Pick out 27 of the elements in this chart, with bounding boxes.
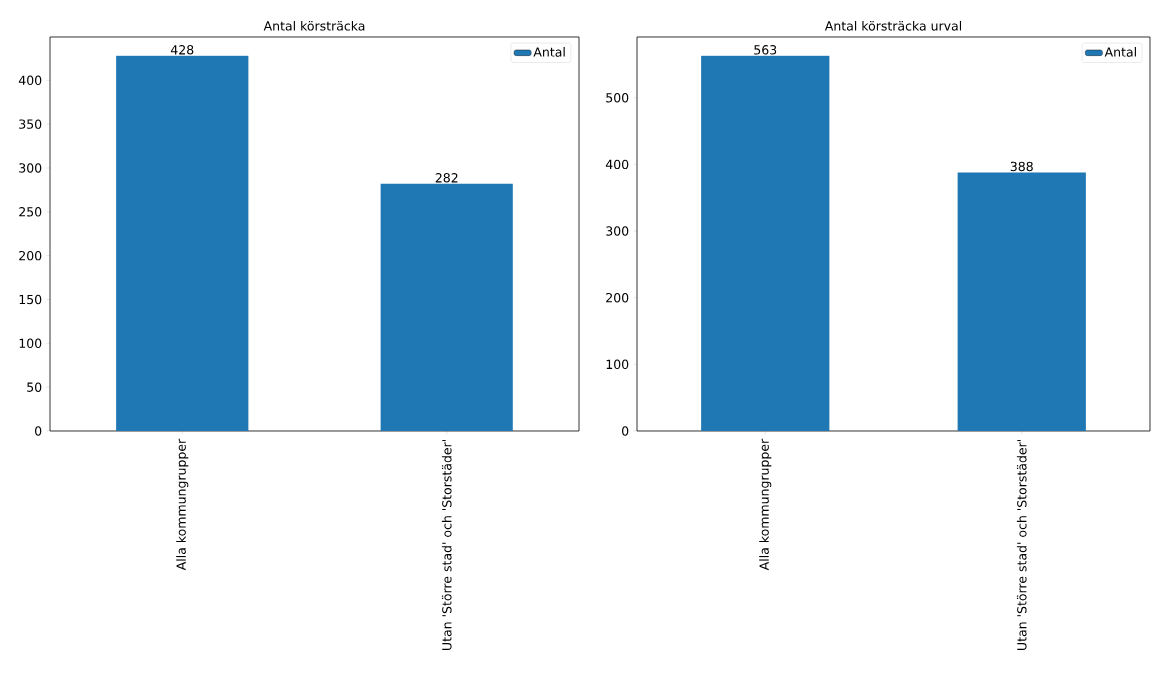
y-tick-label: 100: [19, 338, 42, 349]
legend-label: Antal: [533, 47, 565, 57]
y-tick-label: 0: [35, 426, 42, 436]
data-label: 388: [1010, 161, 1033, 172]
legend-label: Antal: [1104, 47, 1136, 57]
y-tick-label: 250: [19, 207, 42, 217]
y-tick-label: 300: [606, 226, 629, 236]
data-label: 563: [754, 45, 777, 55]
y-tick-label: 500: [606, 93, 629, 103]
y-tick-label: 200: [606, 292, 629, 303]
x-tick-label: Alla kommungrupper: [759, 438, 772, 571]
data-label: 428: [170, 45, 194, 55]
y-tick-label: 50: [27, 382, 42, 392]
y-tick-label: 350: [19, 119, 42, 129]
x-tick-label: Utan 'Större stad' och 'Storstäder': [1016, 440, 1027, 650]
data-label: 282: [435, 173, 458, 183]
y-tick-label: 300: [19, 163, 42, 173]
x-tick-label: Alla kommungrupper: [176, 438, 189, 571]
y-tick-label: 150: [19, 294, 42, 305]
y-tick-label: 0: [622, 426, 629, 436]
y-tick-label: 400: [605, 159, 629, 170]
chart-title: Antal körsträcka: [263, 20, 365, 31]
y-tick-label: 100: [606, 359, 629, 370]
y-tick-label: 400: [18, 75, 42, 86]
x-tick-label: Utan 'Större stad' och 'Storstäder': [441, 440, 452, 650]
chart-title: Antal körsträcka urval: [824, 20, 962, 31]
y-tick-label: 200: [19, 250, 42, 261]
